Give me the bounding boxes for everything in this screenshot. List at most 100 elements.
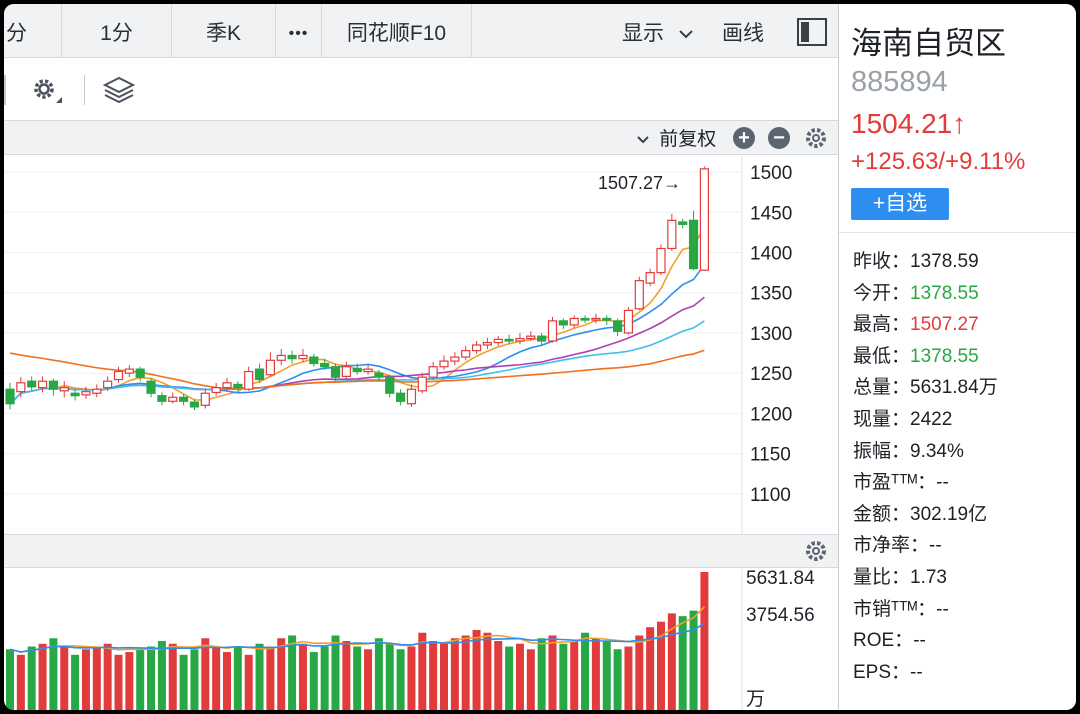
- candle-body: [103, 380, 113, 389]
- candle-body: [276, 354, 286, 361]
- chart-settings-gear-icon[interactable]: [804, 126, 828, 150]
- volume-settings-gear-icon[interactable]: [804, 539, 828, 563]
- zoom-in-icon[interactable]: +: [733, 127, 755, 149]
- candle-body: [699, 168, 710, 271]
- settings-gear-icon[interactable]: [30, 75, 66, 105]
- volume-bar: [147, 646, 156, 710]
- volume-bar: [429, 641, 438, 710]
- candle-body: [374, 372, 384, 378]
- display-dropdown[interactable]: 显示: [622, 4, 694, 58]
- candle-body: [27, 380, 37, 388]
- stat-value: 5631.84万: [910, 377, 998, 399]
- stat-row: 市销ᵀᵀᴹ：--: [853, 594, 949, 621]
- volume-bar: [515, 643, 524, 710]
- stat-row: 昨收：1378.59: [853, 246, 979, 273]
- volume-bar: [38, 643, 47, 710]
- divider: [4, 75, 6, 105]
- volume-bar: [255, 643, 264, 710]
- candle-body: [168, 396, 178, 402]
- volume-ma5-line: [9, 606, 705, 653]
- volume-bar: [27, 646, 36, 710]
- period-1min-button[interactable]: 1分: [62, 4, 172, 58]
- f10-button[interactable]: 同花顺F10: [322, 4, 472, 58]
- volume-chart[interactable]: [4, 569, 838, 710]
- volume-bar: [537, 638, 546, 710]
- volume-bar: [125, 652, 134, 710]
- toolbar: 分 1分 季K ••• 同花顺F10 显示 画线: [4, 4, 838, 58]
- stat-row: ROE：--: [853, 625, 926, 652]
- volume-bar: [591, 638, 600, 710]
- volume-bar: [646, 627, 655, 710]
- period-minute-button[interactable]: 分: [4, 4, 62, 58]
- stat-label: 现量：: [853, 409, 911, 430]
- stat-row: 现量：2422: [853, 404, 952, 431]
- stat-label: 市净率：: [853, 535, 930, 557]
- volume-bar: [49, 638, 58, 710]
- more-button[interactable]: •••: [276, 4, 322, 58]
- volume-bar: [71, 654, 80, 710]
- candle-body: [526, 335, 536, 340]
- volume-bar: [396, 649, 405, 710]
- volume-bar: [407, 646, 416, 710]
- candle-body: [81, 391, 91, 396]
- stat-row: 最高：1507.27: [853, 309, 979, 336]
- volume-bar: [136, 649, 145, 710]
- period-quarter-k-button[interactable]: 季K: [172, 4, 276, 58]
- volume-bar: [559, 643, 568, 710]
- stat-value: --: [936, 598, 949, 620]
- add-watchlist-button[interactable]: +自选: [851, 188, 949, 220]
- candle-body: [352, 367, 362, 373]
- zoom-out-icon[interactable]: −: [768, 127, 790, 149]
- stat-value: --: [929, 535, 942, 557]
- stat-label: 金额：: [853, 503, 911, 525]
- stat-value: 1378.55: [910, 282, 979, 304]
- candle-body: [254, 368, 265, 381]
- stat-row: 振幅：9.34%: [853, 436, 964, 463]
- stat-row: 市净率：--: [853, 530, 942, 557]
- volume-bar: [288, 635, 297, 710]
- candle-body: [135, 368, 145, 378]
- candle-body: [244, 370, 254, 390]
- volume-bar: [472, 629, 481, 710]
- candle-body: [113, 370, 124, 381]
- candle-body: [396, 392, 406, 402]
- stat-value: 2422: [910, 409, 953, 430]
- volume-bar: [114, 654, 123, 710]
- chart-header: 前复权: [4, 121, 838, 155]
- draw-line-button[interactable]: 画线: [722, 22, 764, 45]
- volume-bar: [212, 646, 221, 710]
- stat-value: 1507.27: [910, 314, 979, 336]
- volume-bar: [157, 641, 166, 710]
- candle-body: [678, 221, 688, 225]
- volume-bar: [223, 652, 231, 710]
- candle-body: [547, 320, 558, 342]
- volume-bar: [266, 646, 275, 710]
- candle-body: [645, 272, 655, 284]
- divider: [839, 232, 1076, 233]
- price-tick-label: 1450: [750, 203, 792, 224]
- stat-value: 1.73: [910, 567, 947, 588]
- volume-bar: [353, 646, 362, 710]
- stat-value: --: [936, 472, 949, 494]
- price-tick-label: 1200: [750, 404, 792, 425]
- volume-bar: [331, 635, 340, 710]
- layers-icon[interactable]: [102, 75, 136, 105]
- volume-bar: [277, 638, 286, 710]
- volume-tick-max: 5631.84: [746, 568, 815, 589]
- candle-body: [450, 356, 460, 362]
- volume-bar: [244, 654, 253, 710]
- price-tick-label: 1400: [750, 244, 792, 265]
- stat-row: 今开：1378.55: [853, 278, 979, 305]
- panel-toggle-icon[interactable]: [797, 18, 827, 46]
- volume-bar: [179, 654, 188, 710]
- volume-bar: [461, 635, 470, 710]
- stat-label: 振幅：: [853, 440, 911, 462]
- candlestick-chart[interactable]: 1500 1450 1400 1350 1300 1250 1200 1150 1100 150…: [4, 156, 838, 534]
- chevron-down-icon: [678, 4, 694, 64]
- volume-bar: [233, 646, 242, 710]
- candle-body: [211, 387, 221, 394]
- adjust-dropdown[interactable]: 前复权: [636, 124, 716, 151]
- stat-row: EPS：--: [853, 657, 923, 684]
- stat-label: 昨收：: [853, 251, 911, 272]
- volume-bar: [374, 638, 383, 710]
